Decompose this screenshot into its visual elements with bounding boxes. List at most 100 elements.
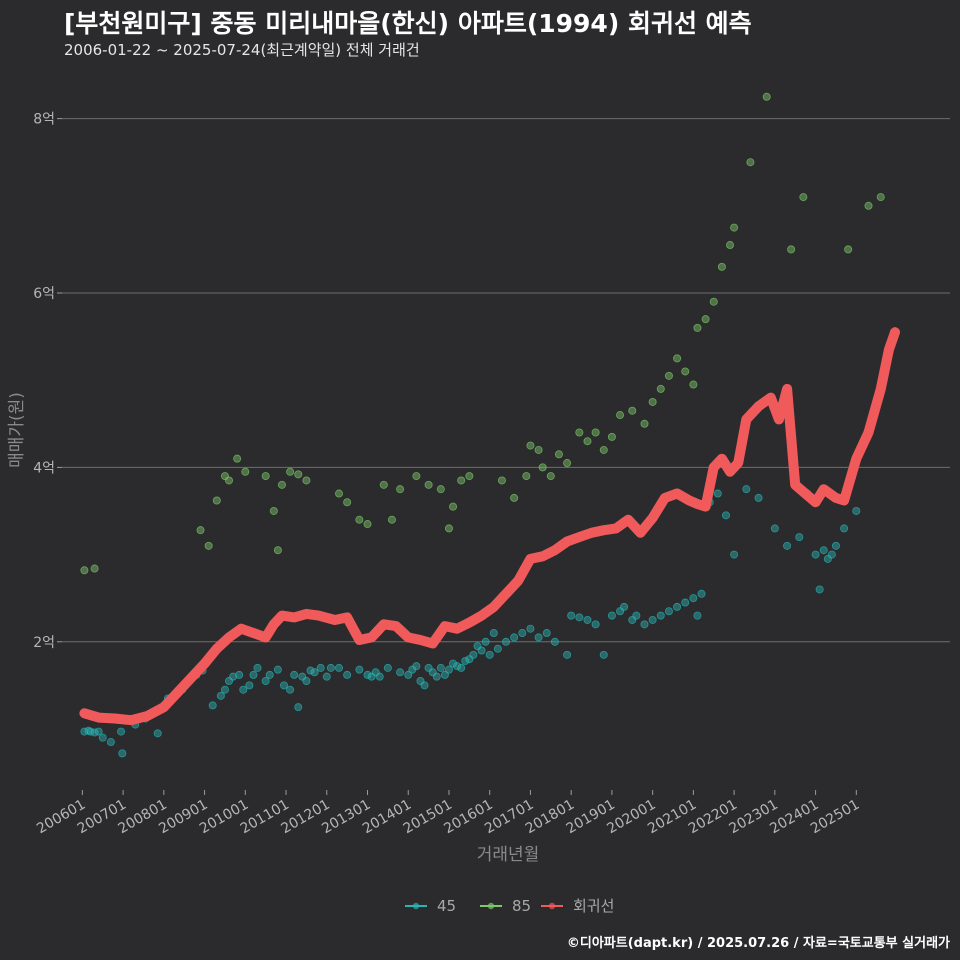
- data-point-85: [726, 241, 735, 250]
- data-point-45: [440, 670, 449, 679]
- data-point-85: [396, 485, 405, 494]
- data-point-45: [294, 703, 303, 712]
- grid-lines: [62, 118, 950, 643]
- data-point-45: [334, 663, 343, 672]
- legend-item: 회귀선: [541, 897, 614, 915]
- regression-line-path: [79, 327, 900, 726]
- data-point-45: [697, 589, 706, 598]
- data-point-45: [721, 511, 730, 520]
- data-point-45: [591, 620, 600, 629]
- legend-label: 85: [512, 897, 531, 915]
- data-point-85: [709, 297, 718, 306]
- data-point-85: [261, 472, 270, 481]
- data-point-45: [208, 701, 217, 710]
- y-tick-label: 2억: [33, 635, 55, 651]
- data-point-45: [550, 637, 559, 646]
- data-point-45: [117, 727, 126, 736]
- legend-item: 45: [405, 897, 456, 915]
- y-tick-label: 4억: [33, 460, 55, 476]
- data-point-45: [770, 524, 779, 533]
- y-tick-label: 8억: [33, 112, 55, 128]
- legend-item: 85: [480, 897, 531, 915]
- data-point-85: [233, 454, 242, 463]
- data-point-85: [379, 480, 388, 489]
- data-point-45: [220, 685, 229, 694]
- data-point-85: [286, 467, 295, 476]
- data-point-85: [656, 384, 665, 393]
- data-point-45: [253, 663, 262, 672]
- data-point-85: [591, 428, 600, 437]
- data-point-45: [461, 656, 470, 665]
- data-point-45: [457, 663, 466, 672]
- data-point-85: [554, 450, 563, 459]
- data-point-45: [249, 670, 258, 679]
- data-point-45: [567, 611, 576, 620]
- data-point-45: [310, 668, 319, 677]
- data-point-45: [261, 677, 270, 686]
- data-point-85: [664, 371, 673, 380]
- data-point-85: [607, 432, 616, 441]
- data-point-45: [322, 672, 331, 681]
- data-point-85: [302, 476, 311, 485]
- data-point-45: [632, 611, 641, 620]
- data-point-45: [583, 615, 592, 624]
- data-point-85: [787, 245, 796, 254]
- data-point-85: [241, 467, 250, 476]
- data-point-85: [334, 489, 343, 498]
- data-point-45: [693, 611, 702, 620]
- data-point-85: [730, 223, 739, 232]
- data-point-85: [424, 480, 433, 489]
- data-point-45: [306, 666, 315, 675]
- data-point-45: [94, 727, 103, 736]
- data-point-45: [827, 550, 836, 559]
- legend-label: 45: [437, 897, 456, 915]
- data-point-85: [563, 459, 572, 468]
- data-point-85: [681, 367, 690, 376]
- data-point-85: [864, 201, 873, 210]
- data-point-45: [355, 665, 364, 674]
- data-point-45: [106, 738, 115, 747]
- data-point-85: [534, 445, 543, 454]
- data-point-45: [534, 633, 543, 642]
- data-point-85: [444, 524, 453, 533]
- data-point-45: [153, 729, 162, 738]
- data-point-85: [717, 262, 726, 271]
- data-point-45: [453, 662, 462, 671]
- data-point-85: [616, 411, 625, 420]
- data-point-85: [538, 463, 547, 472]
- data-point-45: [563, 650, 572, 659]
- data-point-45: [640, 620, 649, 629]
- data-point-45: [481, 637, 490, 646]
- x-axis-ticks: 2006012007012008012009012010012011012012…: [34, 790, 862, 837]
- data-point-45: [118, 749, 127, 758]
- data-point-85: [449, 502, 458, 511]
- data-point-45: [656, 611, 665, 620]
- data-point-45: [493, 644, 502, 653]
- data-point-45: [286, 685, 295, 694]
- data-point-45: [239, 685, 248, 694]
- data-point-45: [290, 670, 299, 679]
- data-point-45: [436, 663, 445, 672]
- data-point-85: [673, 354, 682, 363]
- data-point-85: [762, 92, 771, 101]
- data-point-45: [229, 672, 238, 681]
- data-point-85: [363, 520, 372, 529]
- chart-title: [부천원미구] 중동 미리내마을(한신) 아파트(1994) 회귀선 예측: [64, 9, 752, 38]
- data-point-85: [575, 428, 584, 437]
- data-point-45: [730, 550, 739, 559]
- data-point-85: [583, 437, 592, 446]
- data-point-45: [526, 624, 535, 633]
- legend: 45 85 회귀선: [405, 897, 614, 915]
- data-point-85: [90, 564, 99, 573]
- data-point-45: [689, 594, 698, 603]
- data-point-45: [265, 670, 274, 679]
- regression-line: [79, 327, 900, 726]
- data-point-45: [518, 629, 527, 638]
- data-point-45: [575, 613, 584, 622]
- data-point-45: [754, 493, 763, 502]
- data-point-45: [420, 681, 429, 690]
- data-point-45: [485, 650, 494, 659]
- data-point-45: [542, 629, 551, 638]
- data-point-45: [375, 672, 384, 681]
- data-point-85: [294, 470, 303, 479]
